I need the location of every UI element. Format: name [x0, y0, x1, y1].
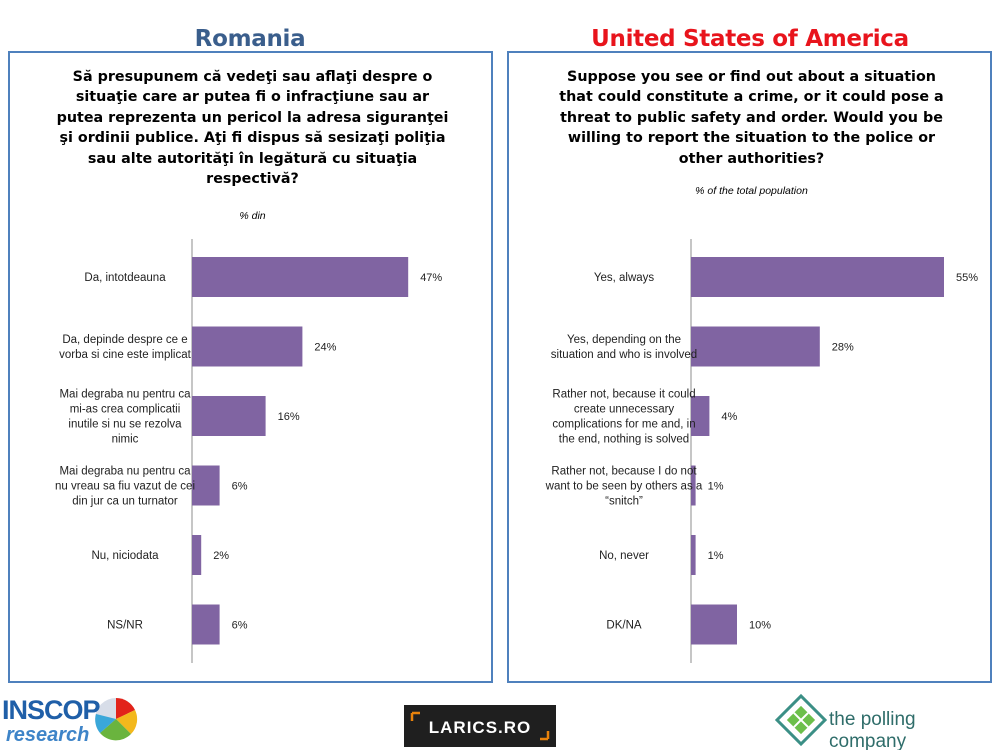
inscop-pie-blue [95, 714, 116, 733]
usa-category-label: Yes, depending on the situation and who i… [551, 334, 697, 361]
usa-title: United States of America [591, 26, 909, 52]
romania-category-label: Da, depinde despre ce e vorba si cine est… [59, 334, 191, 361]
inscop-pie-green [100, 719, 131, 741]
usa-category-label: Rather not, because it could create unnec… [552, 389, 695, 446]
romania-question: Să presupunem că vedeţi sau aflaţi despr… [56, 69, 449, 188]
romania-value-label: 2% [213, 550, 229, 562]
inscop-logo: INSCOP research [0, 690, 140, 748]
romania-bar [192, 535, 202, 575]
usa-subtitle: % of the total population [695, 185, 808, 197]
polling-diamond-icon [775, 693, 827, 747]
romania-title: Romania [194, 26, 306, 52]
usa-bar [691, 465, 696, 506]
romania-value-label: 16% [278, 411, 300, 423]
romania-panel: Să presupunem că vedeţi sau aflaţi despr… [8, 51, 493, 683]
usa-category-label: No, never [599, 550, 649, 562]
romania-category-label: Mai degraba nu pentru ca nu vreau sa fiu … [55, 466, 195, 508]
larics-logo: LARICS.RO [404, 705, 556, 747]
inscop-pie-red [116, 698, 135, 719]
usa-value-label: 55% [956, 272, 978, 284]
usa-bar [691, 257, 944, 297]
polling-company-logo: the polling company [775, 692, 997, 750]
romania-value-label: 6% [232, 481, 248, 493]
romania-value-label: 24% [314, 342, 336, 354]
polling-company-text: the polling company [829, 709, 916, 750]
usa-bar [691, 535, 696, 575]
romania-subtitle: % din [239, 210, 266, 222]
usa-category-label: Rather not, because I do not want to be s… [545, 466, 703, 508]
inscop-logo-bottom: research [6, 724, 89, 746]
romania-bar [192, 257, 409, 297]
usa-value-label: 1% [708, 550, 724, 562]
usa-category-label: Yes, always [594, 272, 655, 284]
usa-question: Suppose you see or find out about a situ… [559, 69, 944, 167]
romania-category-label: Mai degraba nu pentru ca mi-as crea compl… [59, 389, 191, 446]
romania-bar [192, 604, 220, 645]
inscop-pie-yellow [116, 710, 138, 734]
romania-value-label: 47% [420, 272, 442, 284]
polling-diamond-line [793, 712, 809, 728]
larics-corner-icon [540, 731, 550, 741]
romania-bar-chart: 47% Da, intotdeauna 24% Da, depinde despre … [55, 239, 442, 663]
romania-bar [192, 326, 303, 367]
usa-value-label: 28% [832, 342, 854, 354]
usa-category-label: DK/NA [606, 620, 641, 632]
inscop-logo-top: INSCOP [2, 695, 101, 725]
romania-bar [192, 465, 220, 506]
usa-value-label: 1% [708, 481, 724, 493]
larics-logo-text: LARICS.RO [429, 718, 532, 737]
usa-bar [691, 396, 710, 436]
romania-category-label: Nu, niciodata [91, 550, 159, 562]
usa-bar-chart: 55% Yes, always 28% Yes, depending on the si… [545, 239, 978, 663]
usa-bar [691, 326, 820, 367]
usa-value-label: 10% [749, 620, 771, 632]
usa-panel: Suppose you see or find out about a situ… [507, 51, 992, 683]
romania-value-label: 6% [232, 620, 248, 632]
usa-value-label: 4% [721, 411, 737, 423]
romania-bar [192, 396, 266, 436]
usa-bar [691, 604, 737, 645]
romania-category-label: NS/NR [107, 620, 143, 632]
romania-category-label: Da, intotdeauna [84, 272, 166, 284]
larics-corner-icon [410, 711, 420, 721]
